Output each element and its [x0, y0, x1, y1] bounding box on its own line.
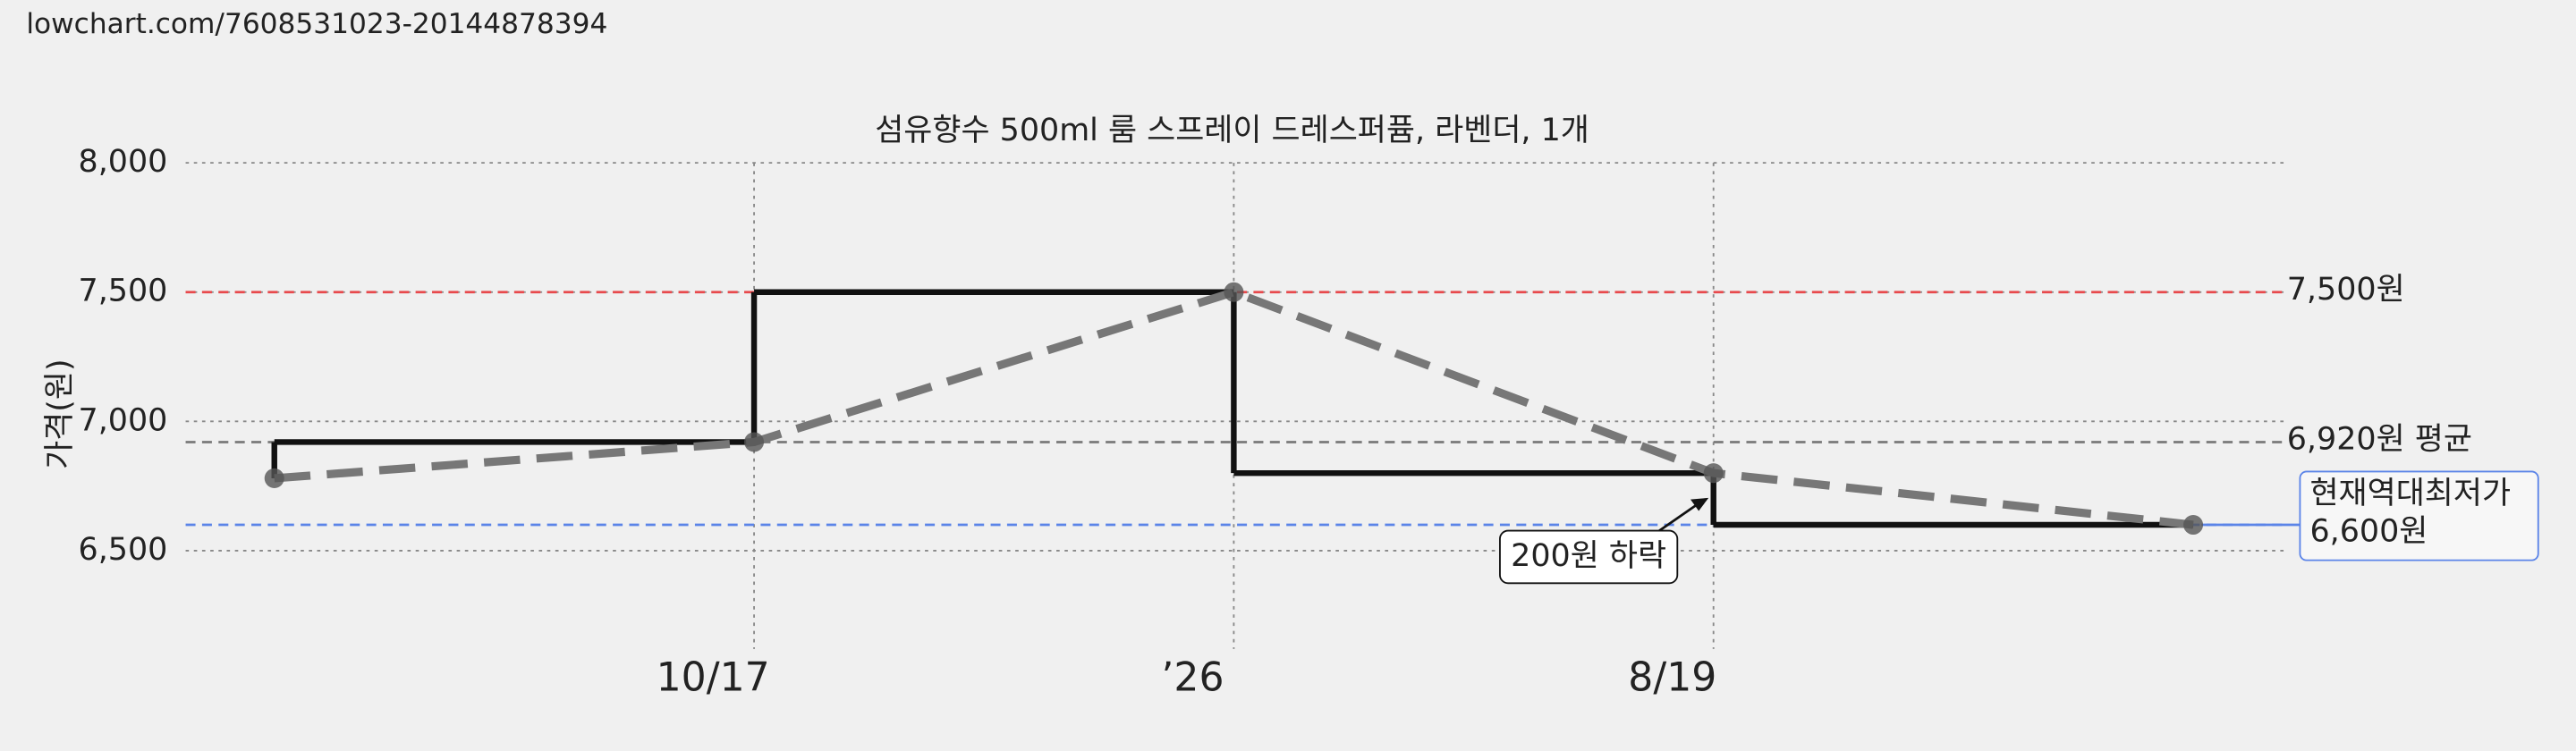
min-price-box — [2299, 470, 2539, 561]
trend-line — [274, 287, 2194, 529]
point — [1703, 463, 1724, 484]
x-tick-label: 8/19 — [1628, 655, 1716, 701]
point — [1224, 282, 1244, 302]
chart-title: 섬유향수 500ml 룸 스프레이 드레스퍼퓸, 라벤더, 1개 — [875, 113, 1589, 148]
annotation-box — [1499, 529, 1679, 585]
y-tick-label: 7,500 — [79, 274, 168, 309]
y-axis-label: 가격(원) — [42, 359, 78, 468]
reference-label: 7,500원 — [2287, 272, 2405, 308]
url: lowchart.com/7608531023-20144878394 — [26, 8, 607, 40]
point — [744, 432, 765, 452]
min-price-label: 6,600원 — [2309, 513, 2428, 549]
annotation-arrowhead — [1690, 497, 1709, 511]
y-tick-label: 8,000 — [79, 144, 168, 180]
reference-label: 6,920원 평균 — [2287, 422, 2472, 458]
annotation: 200원 하락 — [1511, 538, 1666, 574]
point — [2183, 514, 2204, 536]
x-tick-label: 10/17 — [657, 655, 770, 701]
x-tick-label: ’26 — [1161, 655, 1224, 701]
y-tick-label: 7,000 — [79, 402, 168, 438]
point — [264, 468, 284, 488]
min-price-label: 현재역대최저가 — [2309, 476, 2511, 511]
annotation-arrow — [1658, 500, 1703, 532]
y-tick-label: 6,500 — [79, 532, 168, 568]
